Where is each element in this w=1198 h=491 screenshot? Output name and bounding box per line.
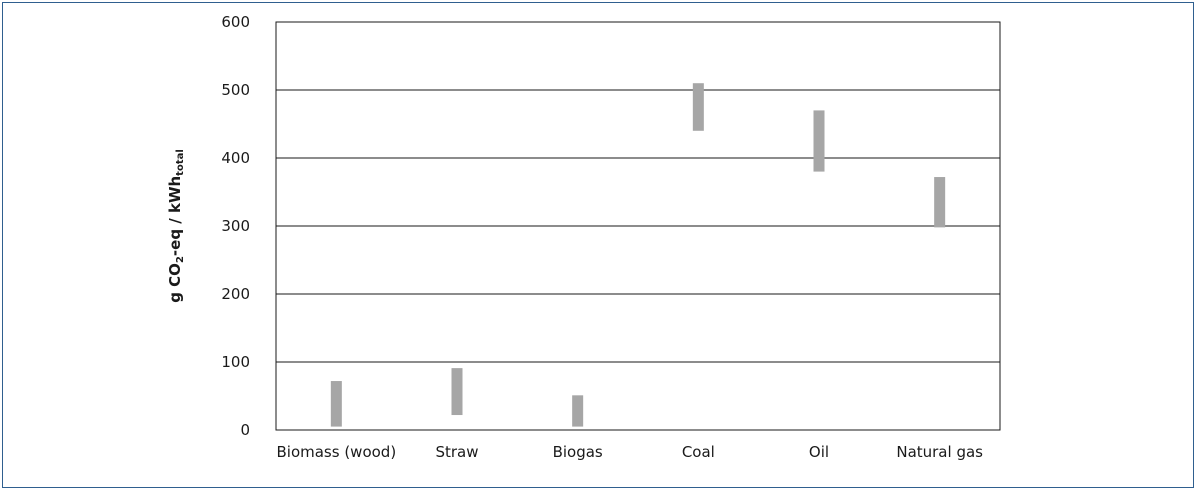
range-bar: [692, 83, 704, 131]
plot-area: [275, 21, 1001, 431]
x-tick-labels: Biomass (wood) Straw Biogas Coal Oil Natural …: [276, 443, 983, 461]
range-bar: [934, 177, 946, 228]
y-tick-label: 300: [221, 217, 250, 235]
x-tick-label: Biomass (wood): [276, 443, 396, 461]
y-tick-label: 200: [221, 285, 250, 303]
y-axis-label-main: g CO: [166, 263, 184, 303]
x-tick-label: Oil: [809, 443, 829, 461]
y-tick-label: 400: [221, 149, 250, 167]
range-bar: [572, 395, 584, 427]
range-bar: [330, 381, 342, 427]
range-bar: [813, 110, 825, 172]
y-tick-labels: 0 100 200 300 400 500 600: [221, 13, 250, 439]
y-tick-label: 500: [221, 81, 250, 99]
y-tick-label: 600: [221, 13, 250, 31]
x-tick-label: Coal: [682, 443, 715, 461]
y-axis-label-sub2: total: [175, 149, 186, 176]
y-axis-label-sub: 2: [175, 256, 186, 263]
y-tick-label: 0: [240, 421, 250, 439]
x-tick-label: Biogas: [553, 443, 603, 461]
range-bars: [330, 83, 946, 427]
x-tick-label: Natural gas: [896, 443, 983, 461]
y-axis-label: g CO2-eq / kWhtotal: [166, 149, 186, 303]
gridlines: [276, 89, 1000, 363]
y-tick-label: 100: [221, 353, 250, 371]
y-axis-label-mid: -eq / kWh: [166, 176, 184, 256]
range-bar: [451, 368, 463, 416]
x-tick-label: Straw: [435, 443, 478, 461]
